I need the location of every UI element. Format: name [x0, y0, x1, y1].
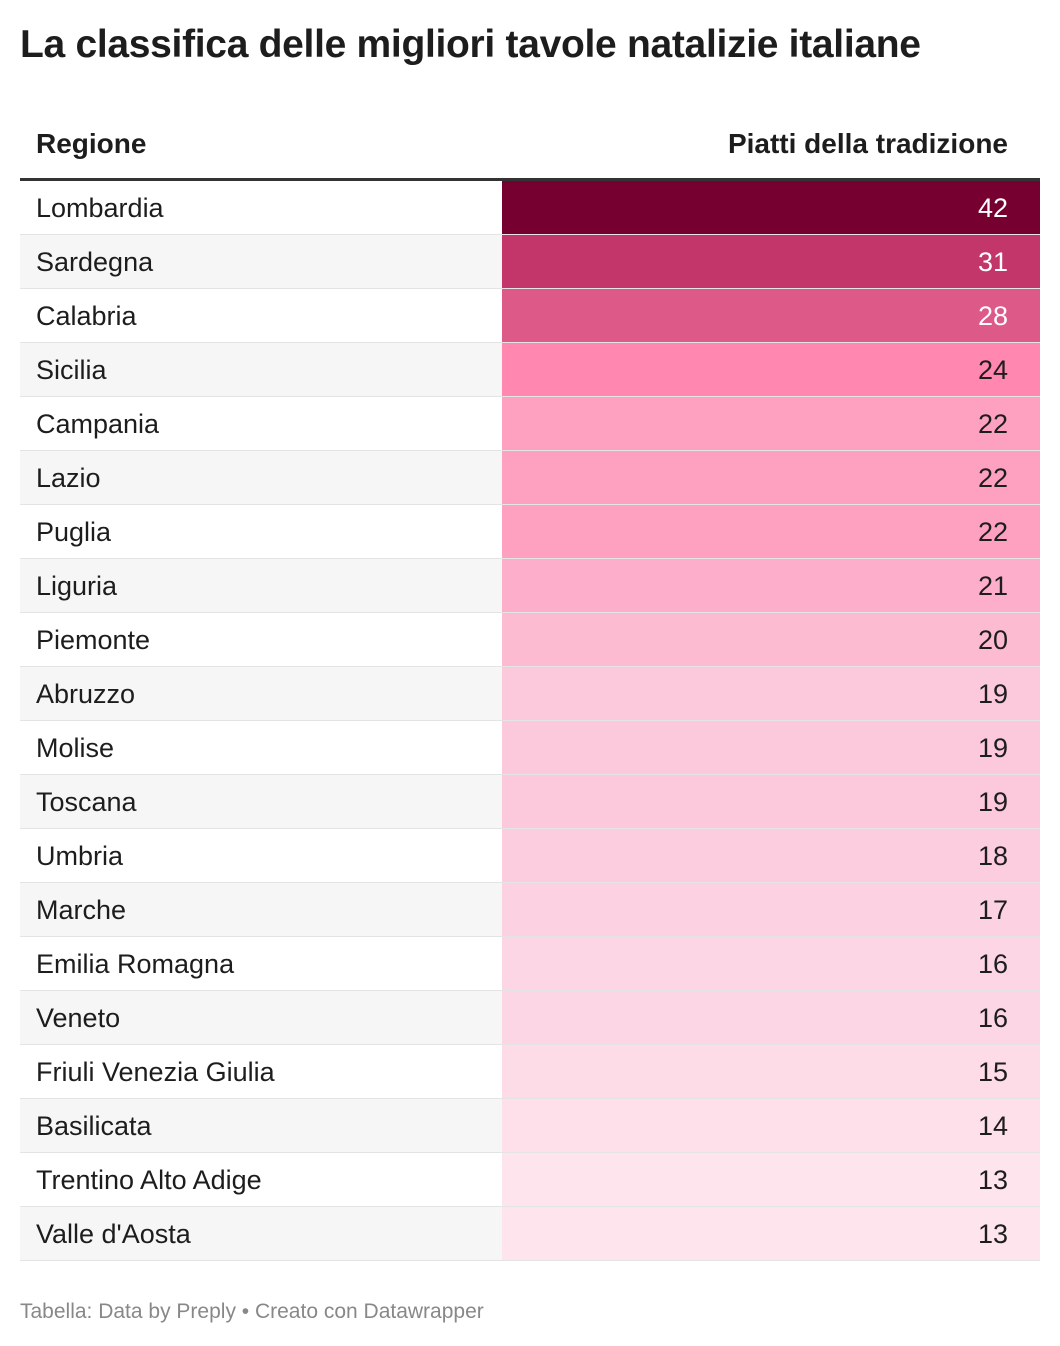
value-cell: 21 [502, 559, 1040, 612]
region-cell: Emilia Romagna [36, 949, 235, 979]
value-cell: 15 [502, 1045, 1040, 1098]
region-cell: Basilicata [36, 1111, 152, 1141]
table-row: Calabria 28 [20, 289, 1040, 343]
region-cell: Marche [36, 895, 127, 925]
value-cell: 14 [502, 1099, 1040, 1152]
value-cell: 22 [502, 397, 1040, 450]
table-row: Molise 19 [20, 721, 1040, 775]
value-cell: 22 [502, 451, 1040, 504]
region-cell: Toscana [36, 787, 137, 817]
region-cell: Lombardia [36, 193, 164, 223]
table-row: Sicilia 24 [20, 343, 1040, 397]
table-row: Veneto 16 [20, 991, 1040, 1045]
value-cell: 28 [502, 289, 1040, 342]
value-cell: 13 [502, 1153, 1040, 1206]
value-cell: 16 [502, 991, 1040, 1044]
region-cell: Veneto [36, 1003, 121, 1033]
value-cell: 24 [502, 343, 1040, 396]
region-cell: Molise [36, 733, 115, 763]
table-row: Abruzzo 19 [20, 667, 1040, 721]
table-row: Lombardia 42 [20, 181, 1040, 235]
region-cell: Liguria [36, 571, 118, 601]
table-row: Basilicata 14 [20, 1099, 1040, 1153]
table-row: Valle d'Aosta 13 [20, 1207, 1040, 1261]
region-cell: Friuli Venezia Giulia [36, 1057, 275, 1087]
value-cell: 19 [502, 775, 1040, 828]
value-cell: 19 [502, 667, 1040, 720]
region-cell: Valle d'Aosta [36, 1219, 191, 1249]
value-cell: 22 [502, 505, 1040, 558]
region-cell: Calabria [36, 301, 137, 331]
table-row: Campania 22 [20, 397, 1040, 451]
table-row: Piemonte 20 [20, 613, 1040, 667]
table-row: Emilia Romagna 16 [20, 937, 1040, 991]
table-row: Toscana 19 [20, 775, 1040, 829]
region-cell: Sicilia [36, 355, 107, 385]
table-row: Puglia 22 [20, 505, 1040, 559]
table-row: Umbria 18 [20, 829, 1040, 883]
data-table: Regione Piatti della tradizione Lombardi… [20, 110, 1040, 1261]
region-cell: Abruzzo [36, 679, 136, 709]
table-row: Liguria 21 [20, 559, 1040, 613]
column-header-value: Piatti della tradizione [727, 128, 1008, 159]
chart-title: La classifica delle migliori tavole nata… [20, 23, 921, 66]
region-cell: Trentino Alto Adige [36, 1165, 262, 1195]
value-cell: 16 [502, 937, 1040, 990]
value-cell: 17 [502, 883, 1040, 936]
source-credit: Tabella: Data by Preply • Creato con Dat… [20, 1300, 484, 1323]
region-cell: Puglia [36, 517, 112, 547]
column-header-region: Regione [36, 128, 147, 159]
value-cell: 19 [502, 721, 1040, 774]
region-cell: Lazio [36, 463, 101, 493]
region-cell: Piemonte [36, 625, 151, 655]
table-body: Lombardia 42 Sardegna 31 Calabria 28 Sicilia 24… [20, 181, 1040, 1261]
value-cell: 20 [502, 613, 1040, 666]
region-cell: Umbria [36, 841, 124, 871]
table-row: Marche 17 [20, 883, 1040, 937]
value-cell: 31 [502, 235, 1040, 288]
table-row: Friuli Venezia Giulia 15 [20, 1045, 1040, 1099]
value-cell: 18 [502, 829, 1040, 882]
value-cell: 13 [502, 1207, 1040, 1260]
table-row: Lazio 22 [20, 451, 1040, 505]
region-cell: Campania [36, 409, 160, 439]
table-header: Regione Piatti della tradizione [20, 110, 1040, 181]
table-row: Sardegna 31 [20, 235, 1040, 289]
region-cell: Sardegna [36, 247, 154, 277]
value-cell: 42 [502, 181, 1040, 234]
table-row: Trentino Alto Adige 13 [20, 1153, 1040, 1207]
